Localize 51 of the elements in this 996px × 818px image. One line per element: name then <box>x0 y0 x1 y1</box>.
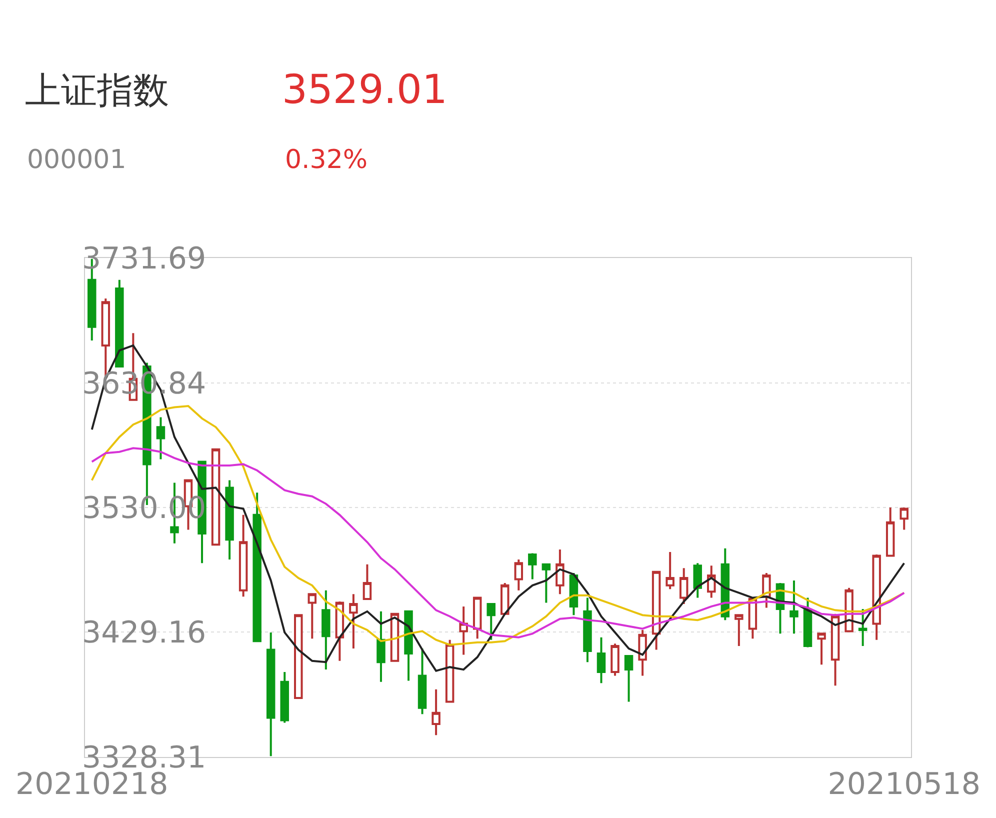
y-tick-label: 3429.16 <box>82 616 206 651</box>
candlestick <box>666 551 674 590</box>
candlestick <box>211 448 220 546</box>
candlestick <box>322 589 330 671</box>
candlestick <box>817 632 826 666</box>
candlestick <box>459 605 468 656</box>
candlestick <box>238 514 248 598</box>
candlestick <box>803 596 812 648</box>
candlestick <box>445 638 454 703</box>
candlestick <box>514 558 524 592</box>
candlestick <box>294 614 303 700</box>
candlestick <box>266 631 276 757</box>
candlestick <box>734 614 744 648</box>
candlestick <box>308 593 317 640</box>
candlestick <box>693 562 702 599</box>
candlestick <box>652 570 661 651</box>
candlestick <box>225 479 234 560</box>
candlestick <box>790 579 798 635</box>
candlestick <box>472 596 482 640</box>
candlestick <box>500 582 510 615</box>
candlestick <box>376 610 386 683</box>
candlestick <box>583 596 592 664</box>
y-tick-label: 3731.69 <box>82 242 206 276</box>
text: 000001 <box>27 145 126 175</box>
candlestick <box>362 563 372 600</box>
candlestick <box>596 636 606 684</box>
candlestick <box>404 610 413 682</box>
candlestick <box>638 628 647 677</box>
candlestick <box>624 654 634 703</box>
candlestick <box>418 648 427 716</box>
candlestick <box>486 602 496 641</box>
candlestick <box>252 492 262 642</box>
candlestick <box>335 600 344 662</box>
candlestick <box>610 642 620 677</box>
candlestick <box>432 688 440 736</box>
candlestick <box>280 671 289 724</box>
candlestick <box>528 552 537 580</box>
candlestick <box>349 593 358 650</box>
candlestick <box>872 554 881 641</box>
candlestick <box>542 563 551 604</box>
text: 3529.01 <box>282 67 448 113</box>
candlestick <box>156 416 166 460</box>
candlestick <box>886 506 895 557</box>
candlestick <box>858 608 868 648</box>
candlestick <box>679 567 688 605</box>
candlestick <box>115 278 124 368</box>
candlestick <box>900 506 908 531</box>
candlestick <box>556 548 564 596</box>
chart-title: 上证指数 <box>25 70 169 112</box>
text: 0.32% <box>285 145 368 175</box>
x-tick-label: 20210518 <box>828 767 980 802</box>
